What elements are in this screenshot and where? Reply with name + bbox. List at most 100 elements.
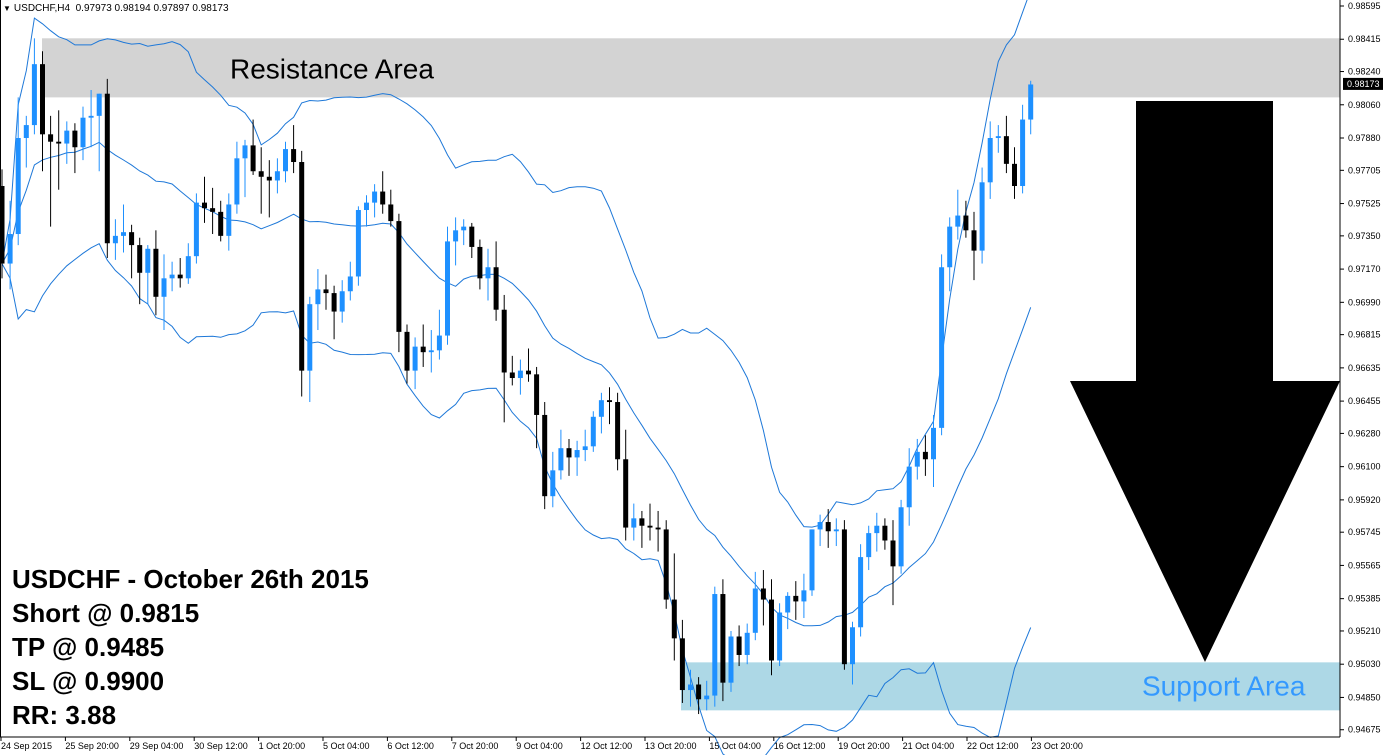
candle[interactable] [274, 158, 280, 194]
candle[interactable] [364, 195, 369, 227]
candle[interactable] [906, 448, 912, 526]
candle[interactable] [947, 217, 953, 292]
candle[interactable] [428, 330, 434, 373]
candle[interactable] [493, 241, 499, 321]
candle[interactable] [558, 429, 564, 480]
candle[interactable] [445, 226, 450, 345]
candle[interactable] [550, 451, 556, 508]
candle[interactable] [752, 571, 758, 641]
candle[interactable] [436, 309, 442, 360]
candle[interactable] [1003, 115, 1009, 174]
candle[interactable] [388, 189, 394, 227]
symbol-dropdown-icon[interactable]: ▼ [3, 4, 11, 13]
candle[interactable] [679, 619, 685, 703]
candle[interactable] [841, 520, 847, 670]
candle[interactable] [655, 510, 661, 552]
candle[interactable] [607, 387, 612, 425]
candle[interactable] [817, 514, 823, 547]
candle[interactable] [671, 553, 677, 661]
candle[interactable] [598, 392, 604, 434]
candle[interactable] [825, 509, 831, 548]
candle[interactable] [712, 586, 718, 707]
candle[interactable] [266, 160, 272, 218]
candle[interactable] [623, 429, 629, 541]
candle[interactable] [931, 414, 936, 487]
candle[interactable] [242, 139, 248, 198]
candle[interactable] [647, 503, 653, 541]
candle[interactable] [372, 184, 378, 218]
candle[interactable] [64, 121, 70, 164]
candle[interactable] [40, 51, 45, 172]
candle[interactable] [898, 499, 904, 574]
candle[interactable] [631, 503, 637, 541]
candle[interactable] [858, 544, 864, 637]
candle[interactable] [299, 150, 305, 397]
candle[interactable] [769, 579, 774, 676]
candle[interactable] [104, 78, 110, 259]
candle[interactable] [420, 324, 426, 367]
candle[interactable] [1012, 147, 1017, 199]
candle[interactable] [850, 621, 855, 685]
candle[interactable] [121, 204, 126, 253]
candle[interactable] [517, 359, 523, 395]
candle[interactable] [971, 211, 977, 281]
candle[interactable] [688, 669, 693, 707]
candle[interactable] [534, 366, 540, 449]
candle[interactable] [347, 261, 353, 301]
candle[interactable] [777, 603, 783, 667]
candle[interactable] [720, 579, 726, 702]
candle[interactable] [129, 224, 135, 279]
candle[interactable] [96, 93, 102, 172]
candle[interactable] [469, 222, 475, 259]
candle[interactable] [193, 193, 199, 264]
candle[interactable] [760, 570, 766, 626]
candle[interactable] [485, 248, 491, 301]
candle[interactable] [88, 90, 94, 148]
candle[interactable] [509, 355, 515, 386]
candle[interactable] [153, 230, 159, 316]
candle[interactable] [315, 269, 321, 331]
candle[interactable] [914, 438, 920, 480]
candle[interactable] [137, 237, 143, 305]
candle[interactable] [339, 280, 345, 323]
candle[interactable] [80, 106, 86, 161]
candle[interactable] [922, 435, 928, 476]
candle[interactable] [809, 529, 815, 596]
candle[interactable] [323, 274, 329, 310]
candle[interactable] [1020, 104, 1026, 194]
candle[interactable] [210, 187, 216, 235]
candle[interactable] [526, 348, 531, 382]
candle[interactable] [833, 518, 839, 547]
candle[interactable] [866, 525, 872, 571]
candle[interactable] [566, 438, 572, 476]
candle[interactable] [202, 176, 207, 223]
candle[interactable] [995, 125, 1001, 153]
candle[interactable] [590, 411, 596, 452]
candle[interactable] [331, 285, 337, 340]
candle[interactable] [0, 169, 5, 279]
candle[interactable] [663, 520, 669, 609]
candle[interactable] [169, 261, 175, 292]
candle[interactable] [582, 429, 588, 462]
candle[interactable] [501, 294, 507, 423]
candle[interactable] [744, 623, 750, 665]
candle[interactable] [7, 200, 13, 290]
candle[interactable] [218, 200, 224, 242]
candle[interactable] [882, 518, 888, 550]
candle[interactable] [874, 512, 880, 552]
candle[interactable] [477, 239, 483, 290]
candle[interactable] [355, 206, 361, 286]
candle[interactable] [785, 592, 791, 630]
candle[interactable] [112, 219, 118, 260]
candle[interactable] [291, 125, 297, 174]
candle[interactable] [955, 189, 961, 240]
candle[interactable] [461, 219, 467, 246]
candle[interactable] [615, 392, 621, 471]
candle[interactable] [987, 121, 993, 199]
candle[interactable] [161, 254, 167, 331]
candle[interactable] [939, 254, 945, 436]
candle[interactable] [31, 38, 37, 135]
candle[interactable] [250, 119, 256, 175]
candle[interactable] [226, 193, 232, 251]
